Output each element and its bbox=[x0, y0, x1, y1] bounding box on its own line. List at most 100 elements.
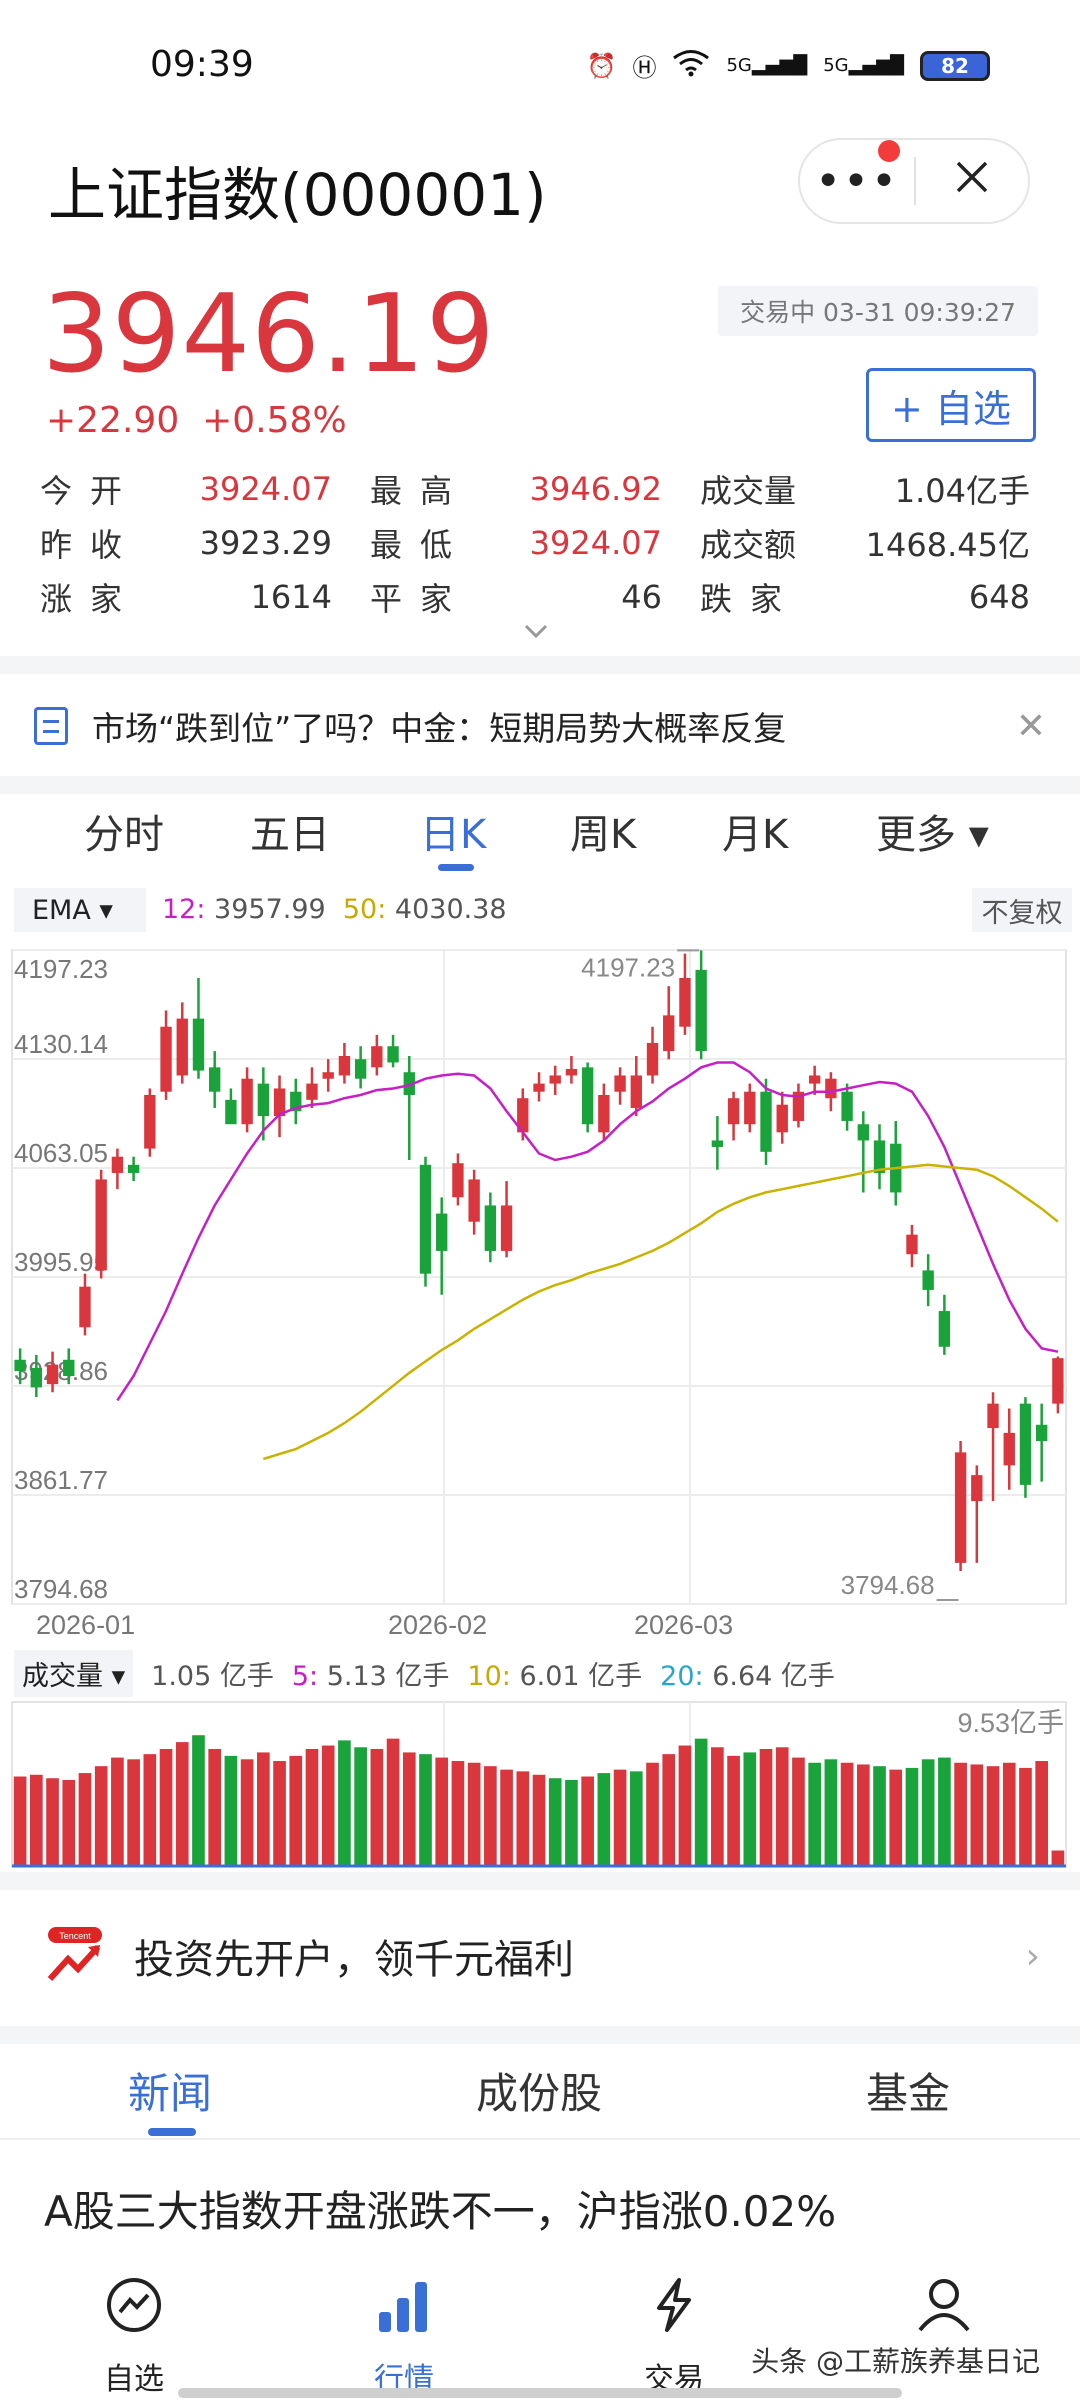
chevron-right-icon[interactable]: › bbox=[1025, 1935, 1040, 1977]
news-banner[interactable]: 市场“跌到位”了吗？中金：短期局势大概率反复 ✕ bbox=[0, 676, 1080, 776]
stat-value: 1.04亿手 bbox=[894, 472, 1030, 510]
volume-bar bbox=[29, 1774, 43, 1866]
status-time: 09:39 bbox=[150, 44, 254, 85]
candle-body bbox=[209, 1067, 221, 1092]
candle-body bbox=[971, 1475, 983, 1502]
volume-bar bbox=[743, 1752, 757, 1866]
candle-body bbox=[484, 1205, 497, 1251]
volume-bar bbox=[419, 1754, 432, 1866]
capsule-divider bbox=[914, 157, 916, 205]
indicator-selector[interactable]: EMA ▾ bbox=[14, 888, 146, 932]
status-icons: ⏰ Ⓗ 5G▂▄▆█ 5G▂▄▆█ 82 bbox=[587, 48, 990, 83]
candle-body bbox=[1052, 1358, 1064, 1404]
volume-bar bbox=[1002, 1762, 1016, 1866]
chevron-down-icon[interactable] bbox=[522, 614, 550, 647]
tab-chart-period[interactable]: 分时 bbox=[84, 812, 164, 858]
price-change: +22.90 +0.58% bbox=[46, 400, 347, 441]
stat-label: 涨家 bbox=[40, 580, 141, 618]
candle-body bbox=[792, 1091, 805, 1121]
nav-trade[interactable]: 交易 bbox=[594, 2270, 754, 2398]
candle-body bbox=[127, 1164, 140, 1173]
news-headline[interactable]: A股三大指数开盘涨跌不一，沪指涨0.02% bbox=[44, 2187, 837, 2236]
volume-bar bbox=[548, 1778, 562, 1866]
current-price: 3946.19 bbox=[42, 272, 496, 397]
promo-banner[interactable]: Tencent 投资先开户，领千元福利 › bbox=[0, 1886, 1080, 2026]
volume-bar bbox=[532, 1774, 546, 1866]
ema50-line bbox=[262, 1163, 1059, 1461]
candle-body bbox=[744, 1091, 756, 1125]
stat-label: 成交额 bbox=[700, 526, 797, 564]
candlestick-chart[interactable]: 4197.23 4130.14 4063.05 3995.95 3928.86 3861.… bbox=[0, 936, 1080, 1636]
candle-body bbox=[290, 1091, 302, 1112]
tab-news[interactable]: 新闻 bbox=[128, 2069, 213, 2118]
candle-body bbox=[1019, 1403, 1032, 1485]
candle-body bbox=[1036, 1424, 1048, 1442]
close-icon[interactable] bbox=[916, 153, 1028, 209]
stat-value: 1614 bbox=[250, 578, 332, 616]
watchlist-icon bbox=[54, 2270, 214, 2340]
volume-bar bbox=[159, 1748, 173, 1866]
volume-bar bbox=[208, 1748, 222, 1866]
candle-body bbox=[419, 1164, 432, 1274]
candle-body bbox=[663, 1015, 675, 1052]
candle-body bbox=[452, 1163, 464, 1198]
news-banner-text[interactable]: 市场“跌到位”了吗？中金：短期局势大概率反复 bbox=[92, 709, 787, 748]
volume-max-label: 9.53亿手 bbox=[957, 1708, 1064, 1738]
candle-body bbox=[46, 1364, 59, 1385]
tab-chart-period[interactable]: 日K bbox=[420, 812, 487, 858]
candle-body bbox=[808, 1075, 821, 1084]
volume-bar bbox=[905, 1767, 919, 1866]
chart-tabs: 分时 五日 日K 周K 月K 更多 ▾ bbox=[0, 790, 1080, 880]
tab-constituents[interactable]: 成份股 bbox=[476, 2069, 603, 2118]
add-watchlist-button[interactable]: + 自选 bbox=[866, 368, 1036, 442]
volume-bar bbox=[451, 1761, 465, 1866]
candle-body bbox=[857, 1124, 869, 1141]
candle-body bbox=[727, 1098, 740, 1125]
page-title: 上证指数(000001) bbox=[48, 161, 547, 229]
volume-bar bbox=[921, 1759, 935, 1866]
nav-watchlist[interactable]: 自选 bbox=[54, 2270, 214, 2398]
tab-chart-period[interactable]: 周K bbox=[570, 812, 637, 858]
volume-bar bbox=[662, 1754, 676, 1866]
volume-bar bbox=[289, 1755, 303, 1866]
volume-bar bbox=[386, 1738, 400, 1866]
nav-profile[interactable] bbox=[864, 2270, 1024, 2340]
candle-body bbox=[614, 1075, 626, 1092]
volume-bar bbox=[143, 1754, 157, 1866]
candle-body bbox=[679, 977, 691, 1027]
y-tick-label: 3928.86 bbox=[14, 1356, 108, 1386]
volume-bar bbox=[597, 1773, 611, 1866]
tab-chart-period[interactable]: 月K bbox=[722, 812, 789, 858]
section-divider bbox=[0, 776, 1080, 794]
candle-body bbox=[468, 1179, 480, 1222]
change-value: +22.90 bbox=[46, 400, 180, 441]
stat-value: 46 bbox=[621, 578, 662, 616]
volume-selector[interactable]: 成交量 ▾ bbox=[14, 1650, 134, 1697]
candle-body bbox=[549, 1075, 561, 1084]
candle-body bbox=[273, 1088, 286, 1117]
close-icon[interactable]: ✕ bbox=[1015, 705, 1046, 747]
volume-bar bbox=[629, 1771, 643, 1866]
volume-bar bbox=[78, 1773, 92, 1866]
candle-body bbox=[241, 1078, 253, 1125]
volume-bar bbox=[954, 1762, 967, 1866]
stat-label: 平家 bbox=[370, 580, 471, 618]
section-divider bbox=[0, 656, 1080, 674]
stat-label: 最高 bbox=[370, 472, 471, 510]
quote-stats: 今开 3924.07 最高 3946.92 成交量 1.04亿手 昨收 3923.29 最低 39… bbox=[40, 462, 1040, 624]
ellipsis-icon[interactable]: ••• bbox=[800, 139, 914, 207]
volume-bar bbox=[240, 1759, 254, 1866]
lightning-icon bbox=[594, 2270, 754, 2340]
candle-body bbox=[322, 1072, 334, 1079]
candle-body bbox=[160, 1026, 172, 1092]
candle-body bbox=[338, 1055, 351, 1076]
ema50-label: 50: bbox=[342, 894, 387, 925]
tab-chart-period[interactable]: 更多 ▾ bbox=[876, 812, 989, 858]
candle-body bbox=[403, 1072, 415, 1095]
candle-body bbox=[371, 1046, 383, 1068]
adjust-selector[interactable]: 不复权 bbox=[972, 888, 1072, 932]
tab-chart-period[interactable]: 五日 bbox=[250, 812, 330, 858]
tab-funds[interactable]: 基金 bbox=[866, 2069, 951, 2118]
promo-text[interactable]: 投资先开户，领千元福利 bbox=[134, 1937, 574, 1983]
nav-market[interactable]: 行情 bbox=[324, 2270, 484, 2398]
